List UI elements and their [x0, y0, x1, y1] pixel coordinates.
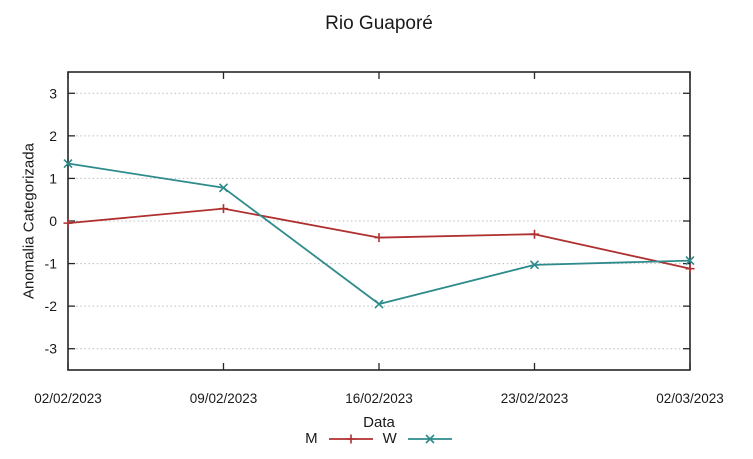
- legend-sample-M: [328, 434, 373, 443]
- x-axis-title: Data: [363, 414, 395, 431]
- chart-title: Rio Guaporé: [325, 13, 433, 34]
- y-tick-label: 3: [49, 85, 57, 101]
- legend-entry-M: M: [305, 430, 374, 447]
- x-tick-label: 09/02/2023: [190, 391, 258, 406]
- legend-label-M: M: [305, 430, 318, 447]
- x-tick-label: 23/02/2023: [501, 391, 569, 406]
- plot-border: [67, 71, 691, 371]
- legend-label-W: W: [382, 430, 397, 447]
- x-tick-label: 16/02/2023: [345, 391, 413, 406]
- y-tick-label: 2: [49, 128, 57, 144]
- legend-sample-W: [407, 433, 452, 444]
- series-markers-W: [63, 158, 695, 309]
- series-markers-M: [63, 204, 695, 274]
- y-tick-label: -3: [45, 341, 58, 357]
- x-tick-label: 02/03/2023: [656, 391, 724, 406]
- y-tick-label: 0: [49, 213, 57, 229]
- y-tick-label: 1: [49, 170, 57, 186]
- x-tick-label: 02/02/2023: [34, 391, 102, 406]
- legend-entry-W: W: [383, 430, 453, 447]
- y-tick-label: -1: [45, 256, 58, 272]
- y-tick-label: -2: [45, 298, 58, 314]
